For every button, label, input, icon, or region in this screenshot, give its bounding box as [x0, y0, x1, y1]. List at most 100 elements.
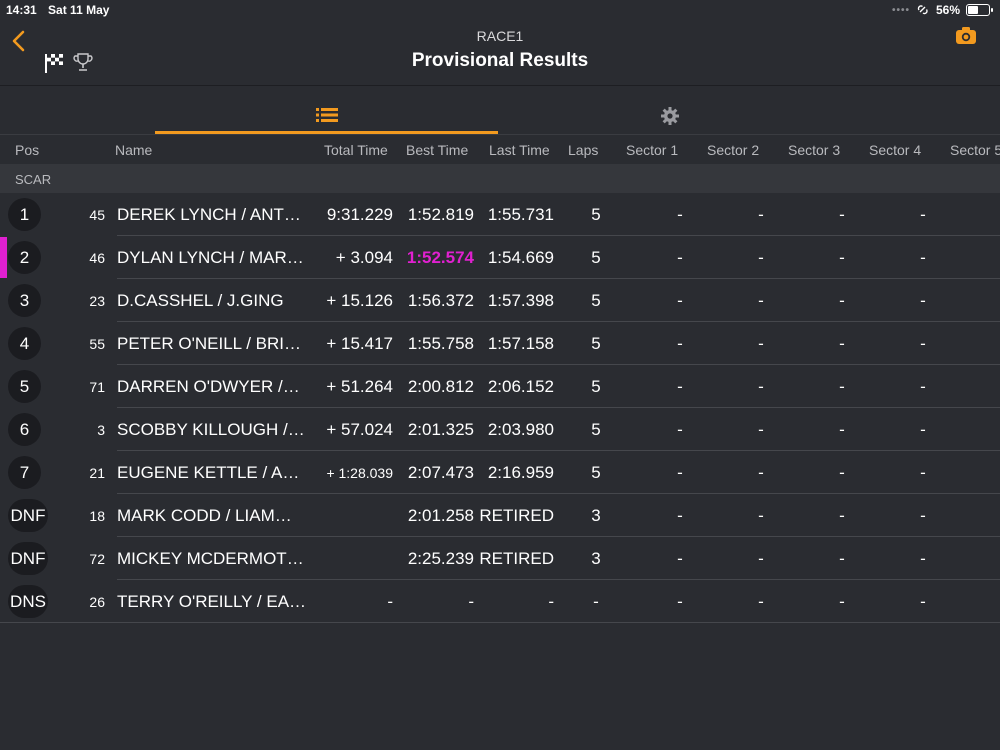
- results-table: 1 45 DEREK LYNCH / ANT… 9:31.229 1:52.819 1:5…: [0, 193, 1000, 623]
- total-time: + 15.417: [326, 334, 393, 353]
- row-divider: [117, 450, 1000, 451]
- position-badge: DNS: [8, 585, 48, 618]
- race-subtitle: RACE1: [476, 28, 524, 44]
- car-number: 21: [89, 465, 105, 481]
- laps-count: 5: [591, 377, 601, 396]
- total-time: + 3.094: [335, 248, 393, 267]
- table-row[interactable]: DNS 26 TERRY O'REILLY / EA… - - - - - - - -: [0, 580, 1000, 623]
- battery-fill: [968, 6, 978, 14]
- tab-results-list[interactable]: [155, 97, 498, 134]
- total-time: -: [387, 592, 393, 611]
- best-time: 2:01.258: [407, 506, 474, 525]
- col-pos[interactable]: Pos: [15, 142, 40, 158]
- col-laps[interactable]: Laps: [568, 142, 599, 158]
- signal-dots-icon: ••••: [891, 4, 910, 16]
- checkered-flag-icon[interactable]: [42, 51, 66, 75]
- col-last-time[interactable]: Last Time: [489, 142, 550, 158]
- back-button[interactable]: [8, 28, 30, 54]
- list-icon: [315, 108, 338, 122]
- col-sector-1[interactable]: Sector 1: [626, 142, 679, 158]
- best-time: 1:56.372: [407, 291, 474, 310]
- laps-count: 3: [591, 506, 601, 525]
- link-icon: [917, 5, 928, 15]
- table-row[interactable]: DNF 18 MARK CODD / LIAM… 2:01.258 RETIRED 3 - -…: [0, 494, 1000, 537]
- last-time: RETIRED: [479, 549, 554, 568]
- sector-2-time: -: [758, 205, 764, 224]
- total-time: + 1:28.039: [326, 465, 393, 481]
- last-time: 1:55.731: [487, 205, 554, 224]
- driver-name: DARREN O'DWYER /…: [117, 377, 300, 396]
- sector-4-time: -: [920, 334, 926, 353]
- row-divider: [117, 364, 1000, 365]
- position-badge: 3: [8, 284, 41, 317]
- total-time: + 15.126: [326, 291, 393, 310]
- car-number: 3: [97, 422, 105, 438]
- sector-1-time: -: [677, 463, 683, 482]
- column-headers: Pos Name Total Time Best Time Last Time …: [0, 136, 1000, 164]
- col-name[interactable]: Name: [115, 142, 153, 158]
- sector-1-time: -: [677, 506, 683, 525]
- position-badge: DNF: [8, 542, 48, 575]
- table-row[interactable]: 7 21 EUGENE KETTLE / A… + 1:28.039 2:07.473 2…: [0, 451, 1000, 494]
- last-time: -: [548, 592, 554, 611]
- gear-icon: [660, 107, 679, 125]
- driver-name: PETER O'NEILL / BRI…: [117, 334, 301, 353]
- table-row[interactable]: DNF 72 MICKEY MCDERMOT… 2:25.239 RETIRED 3 - - -…: [0, 537, 1000, 580]
- last-time: 1:57.398: [487, 291, 554, 310]
- status-left: 14:31 Sat 11 May: [6, 3, 117, 17]
- car-number: 55: [89, 336, 105, 352]
- sector-4-time: -: [920, 205, 926, 224]
- car-number: 71: [89, 379, 105, 395]
- laps-count: 5: [591, 291, 601, 310]
- table-row[interactable]: 5 71 DARREN O'DWYER /… + 51.264 2:00.812 2:06…: [0, 365, 1000, 408]
- row-divider: [117, 278, 1000, 279]
- sector-1-time: -: [677, 549, 683, 568]
- table-row[interactable]: 2 46 DYLAN LYNCH / MAR… + 3.094 1:52.574 1:54…: [0, 236, 1000, 279]
- col-sector-2[interactable]: Sector 2: [707, 142, 760, 158]
- col-sector-5[interactable]: Sector 5: [950, 142, 1000, 158]
- laps-count: 5: [591, 205, 601, 224]
- sector-3-time: -: [839, 291, 845, 310]
- row-divider: [0, 622, 1000, 623]
- table-row[interactable]: 6 3 SCOBBY KILLOUGH /… + 57.024 2:01.325 2:03…: [0, 408, 1000, 451]
- sector-2-time: -: [758, 420, 764, 439]
- trophy-icon[interactable]: [72, 51, 94, 73]
- sector-4-time: -: [920, 463, 926, 482]
- sector-4-time: -: [920, 506, 926, 525]
- laps-count: 5: [591, 334, 601, 353]
- sector-2-time: -: [758, 463, 764, 482]
- tab-settings[interactable]: [498, 97, 841, 134]
- car-number: 26: [89, 594, 105, 610]
- fastest-lap-marker: [0, 237, 7, 278]
- driver-name: TERRY O'REILLY / EA…: [117, 592, 307, 611]
- driver-name: DYLAN LYNCH / MAR…: [117, 248, 304, 267]
- battery-percent: 56%: [935, 3, 960, 17]
- car-number: 45: [89, 207, 105, 223]
- status-date: Sat 11 May: [48, 3, 110, 17]
- sector-4-time: -: [920, 420, 926, 439]
- sector-1-time: -: [677, 205, 683, 224]
- col-best-time[interactable]: Best Time: [406, 142, 469, 158]
- col-total-time[interactable]: Total Time: [324, 142, 388, 158]
- sector-3-time: -: [839, 205, 845, 224]
- row-divider: [117, 536, 1000, 537]
- col-sector-3[interactable]: Sector 3: [788, 142, 841, 158]
- col-sector-4[interactable]: Sector 4: [869, 142, 922, 158]
- table-row[interactable]: 1 45 DEREK LYNCH / ANT… 9:31.229 1:52.819 1:5…: [0, 193, 1000, 236]
- sector-4-time: -: [920, 291, 926, 310]
- battery-icon: [966, 4, 993, 16]
- table-row[interactable]: 4 55 PETER O'NEILL / BRI… + 15.417 1:55.758 1…: [0, 322, 1000, 365]
- sector-1-time: -: [677, 291, 683, 310]
- best-time: 1:52.574: [406, 248, 474, 267]
- sector-2-time: -: [758, 549, 764, 568]
- best-time: -: [468, 592, 474, 611]
- camera-icon[interactable]: [955, 25, 977, 45]
- sector-3-time: -: [839, 248, 845, 267]
- driver-name: MICKEY MCDERMOT…: [117, 549, 304, 568]
- sector-3-time: -: [839, 549, 845, 568]
- sector-4-time: -: [920, 377, 926, 396]
- table-row[interactable]: 3 23 D.CASSHEL / J.GING + 15.126 1:56.372 1:5…: [0, 279, 1000, 322]
- sector-4-time: -: [920, 549, 926, 568]
- status-bar: 14:31 Sat 11 May •••• 56%: [0, 0, 1000, 20]
- car-number: 18: [89, 508, 105, 524]
